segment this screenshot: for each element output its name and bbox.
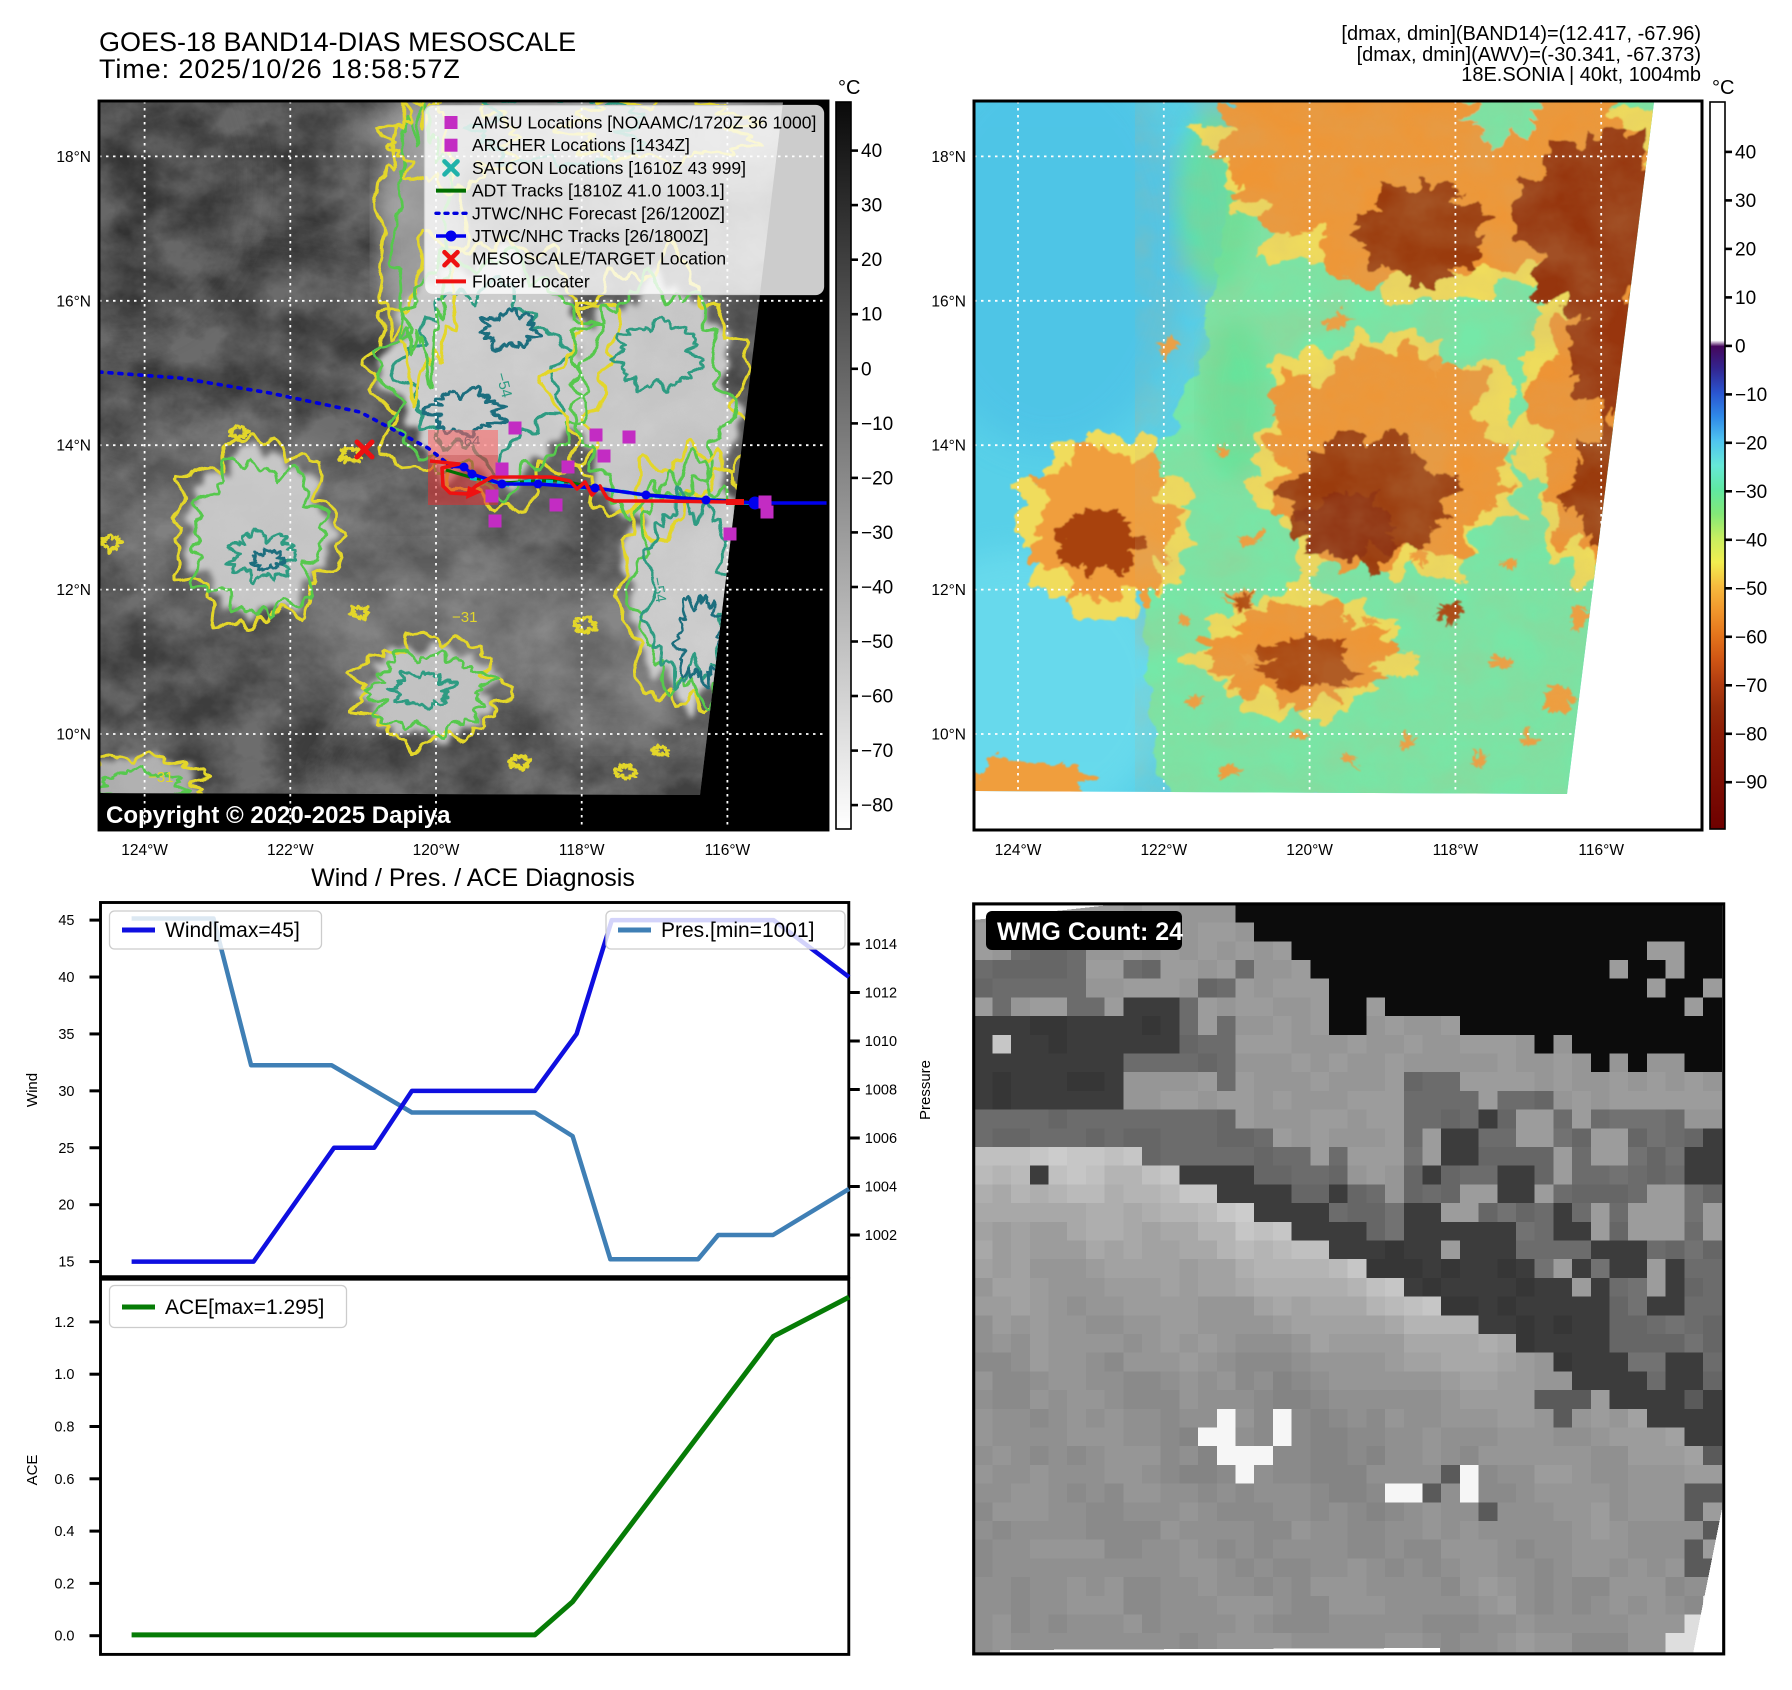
svg-text:16°N: 16°N bbox=[56, 293, 91, 310]
svg-text:18°N: 18°N bbox=[56, 149, 91, 166]
svg-text:−20: −20 bbox=[861, 468, 893, 489]
svg-text:30: 30 bbox=[1735, 191, 1756, 212]
svg-text:−50: −50 bbox=[1735, 579, 1767, 600]
svg-text:120°W: 120°W bbox=[413, 842, 460, 859]
svg-text:−60: −60 bbox=[861, 687, 893, 708]
svg-text:−10: −10 bbox=[1735, 385, 1767, 406]
svg-text:°C: °C bbox=[1712, 77, 1734, 99]
svg-text:Pres.[min=1001]: Pres.[min=1001] bbox=[661, 919, 815, 942]
svg-text:1006: 1006 bbox=[865, 1131, 897, 1147]
svg-text:20: 20 bbox=[861, 250, 882, 271]
svg-text:16°N: 16°N bbox=[931, 293, 966, 310]
svg-text:1002: 1002 bbox=[865, 1228, 897, 1244]
svg-text:20: 20 bbox=[1735, 239, 1756, 260]
svg-text:−40: −40 bbox=[861, 578, 893, 599]
svg-text:JTWC/NHC Forecast [26/1200Z]: JTWC/NHC Forecast [26/1200Z] bbox=[472, 203, 725, 223]
svg-text:116°W: 116°W bbox=[705, 842, 751, 859]
svg-text:0.0: 0.0 bbox=[54, 1629, 74, 1645]
svg-text:122°W: 122°W bbox=[267, 842, 314, 859]
svg-text:1.0: 1.0 bbox=[54, 1367, 74, 1383]
svg-text:Wind / Pres. / ACE Diagnosis: Wind / Pres. / ACE Diagnosis bbox=[311, 864, 635, 892]
svg-text:Copyright © 2020-2025 Dapiya: Copyright © 2020-2025 Dapiya bbox=[106, 802, 451, 829]
svg-text:30: 30 bbox=[58, 1084, 74, 1100]
svg-text:10: 10 bbox=[1735, 288, 1756, 309]
svg-text:−60: −60 bbox=[1735, 627, 1767, 648]
svg-text:116°W: 116°W bbox=[1578, 842, 1624, 859]
svg-text:122°W: 122°W bbox=[1140, 842, 1187, 859]
svg-text:40: 40 bbox=[1735, 142, 1756, 163]
svg-text:1012: 1012 bbox=[865, 986, 897, 1002]
svg-text:SATCON Locations [1610Z 43 999: SATCON Locations [1610Z 43 999] bbox=[472, 158, 746, 178]
svg-text:0.2: 0.2 bbox=[54, 1576, 74, 1592]
svg-text:18°N: 18°N bbox=[931, 149, 966, 166]
svg-text:−70: −70 bbox=[1735, 676, 1767, 697]
svg-text:10°N: 10°N bbox=[931, 727, 966, 744]
svg-text:−54: −54 bbox=[648, 576, 669, 604]
svg-text:124°W: 124°W bbox=[995, 842, 1042, 859]
svg-text:−40: −40 bbox=[1735, 530, 1767, 551]
svg-text:0.6: 0.6 bbox=[54, 1472, 74, 1488]
svg-text:45: 45 bbox=[58, 913, 74, 929]
svg-text:GOES-18 BAND14-DIAS MESOSCALE: GOES-18 BAND14-DIAS MESOSCALE bbox=[99, 27, 576, 57]
svg-text:−90: −90 bbox=[1735, 773, 1767, 794]
svg-text:WMG Count: 24: WMG Count: 24 bbox=[997, 918, 1183, 946]
svg-text:MESOSCALE/TARGET Location: MESOSCALE/TARGET Location bbox=[472, 249, 726, 269]
svg-text:1004: 1004 bbox=[865, 1180, 897, 1196]
svg-text:40: 40 bbox=[58, 970, 74, 986]
svg-text:Pressure: Pressure bbox=[917, 1060, 934, 1120]
svg-text:°C: °C bbox=[838, 77, 860, 99]
svg-text:−30: −30 bbox=[861, 523, 893, 544]
svg-text:20: 20 bbox=[58, 1198, 74, 1214]
svg-text:0.4: 0.4 bbox=[54, 1524, 74, 1540]
svg-text:ACE[max=1.295]: ACE[max=1.295] bbox=[165, 1296, 324, 1319]
svg-text:−80: −80 bbox=[1735, 724, 1767, 745]
svg-text:40: 40 bbox=[861, 141, 882, 162]
svg-text:[dmax, dmin](BAND14)=(12.417,: [dmax, dmin](BAND14)=(12.417, -67.96) bbox=[1341, 23, 1701, 45]
svg-text:12°N: 12°N bbox=[56, 582, 91, 599]
svg-text:15: 15 bbox=[58, 1255, 74, 1271]
svg-text:−70: −70 bbox=[861, 741, 893, 762]
svg-text:12°N: 12°N bbox=[931, 582, 966, 599]
svg-text:−80: −80 bbox=[861, 796, 893, 817]
svg-text:1014: 1014 bbox=[865, 937, 897, 953]
svg-text:0: 0 bbox=[861, 359, 872, 380]
svg-text:−50: −50 bbox=[861, 632, 893, 653]
svg-text:14°N: 14°N bbox=[56, 438, 91, 455]
svg-text:0.8: 0.8 bbox=[54, 1420, 74, 1436]
svg-text:118°W: 118°W bbox=[559, 842, 605, 859]
svg-text:ARCHER Locations [1434Z]: ARCHER Locations [1434Z] bbox=[472, 135, 690, 155]
svg-text:−31: −31 bbox=[452, 609, 477, 626]
svg-text:30: 30 bbox=[861, 196, 882, 217]
svg-text:−20: −20 bbox=[1735, 433, 1767, 454]
svg-text:Time: 2025/10/26 18:58:57Z: Time: 2025/10/26 18:58:57Z bbox=[99, 54, 461, 84]
svg-text:14°N: 14°N bbox=[931, 438, 966, 455]
svg-text:AMSU Locations [NOAAMC/1720Z 3: AMSU Locations [NOAAMC/1720Z 36 1000] bbox=[472, 113, 816, 133]
svg-text:0: 0 bbox=[1735, 336, 1746, 357]
svg-text:1010: 1010 bbox=[865, 1034, 897, 1050]
svg-text:120°W: 120°W bbox=[1286, 842, 1333, 859]
svg-text:−10: −10 bbox=[861, 414, 893, 435]
svg-text:1008: 1008 bbox=[865, 1083, 897, 1099]
svg-text:−31: −31 bbox=[148, 769, 173, 786]
svg-text:1.2: 1.2 bbox=[54, 1315, 74, 1331]
svg-text:25: 25 bbox=[58, 1141, 74, 1157]
svg-text:10°N: 10°N bbox=[56, 727, 91, 744]
svg-text:[dmax, dmin](AWV)=(-30.341, -6: [dmax, dmin](AWV)=(-30.341, -67.373) bbox=[1357, 44, 1701, 66]
svg-text:Floater Locater: Floater Locater bbox=[472, 271, 590, 291]
svg-text:−30: −30 bbox=[1735, 482, 1767, 503]
svg-text:Wind[max=45]: Wind[max=45] bbox=[165, 919, 300, 942]
svg-text:10: 10 bbox=[861, 305, 882, 326]
svg-text:35: 35 bbox=[58, 1027, 74, 1043]
svg-text:JTWC/NHC Tracks [26/1800Z]: JTWC/NHC Tracks [26/1800Z] bbox=[472, 226, 708, 246]
svg-text:18E.SONIA | 40kt, 1004mb: 18E.SONIA | 40kt, 1004mb bbox=[1461, 64, 1701, 86]
svg-text:ADT Tracks [1810Z 41.0 1003.1]: ADT Tracks [1810Z 41.0 1003.1] bbox=[472, 181, 725, 201]
svg-text:−54: −54 bbox=[492, 371, 515, 400]
svg-text:Wind: Wind bbox=[24, 1073, 41, 1107]
svg-text:118°W: 118°W bbox=[1433, 842, 1479, 859]
svg-text:124°W: 124°W bbox=[121, 842, 168, 859]
svg-text:ACE: ACE bbox=[24, 1455, 41, 1486]
